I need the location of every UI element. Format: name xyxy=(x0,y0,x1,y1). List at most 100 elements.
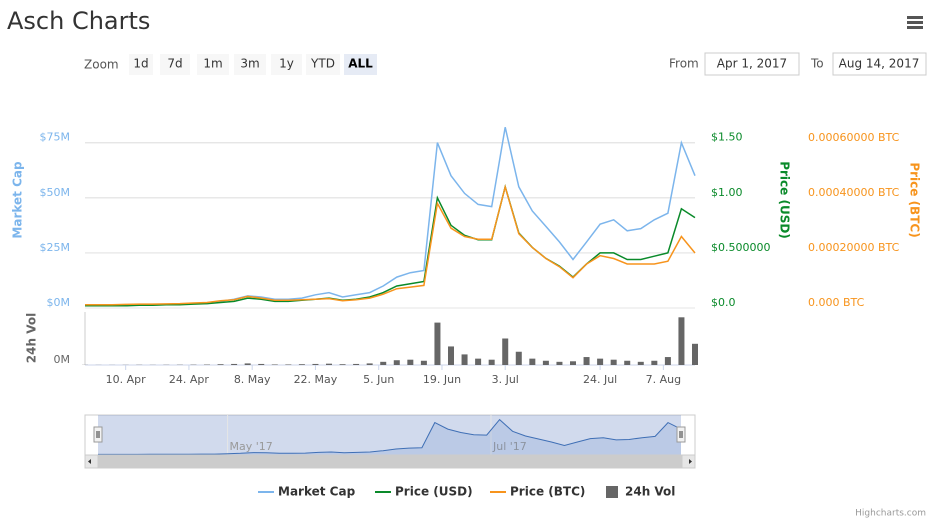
y-tick-label: 0.00040000 BTC xyxy=(808,186,900,199)
scrollbar-button[interactable] xyxy=(84,454,99,469)
volume-bar xyxy=(339,364,346,365)
y-tick-label: $0.500000 xyxy=(711,241,771,254)
range-button[interactable] xyxy=(306,54,340,75)
x-tick-label: 7. Aug xyxy=(646,373,681,386)
credits[interactable]: Highcharts.com xyxy=(855,509,926,519)
x-tick-label: 10. Apr xyxy=(106,373,146,386)
volume-bar xyxy=(353,363,360,365)
navigator-label: Jul '17 xyxy=(492,440,527,453)
navigator-outline xyxy=(84,414,696,456)
to-input[interactable] xyxy=(832,52,927,76)
volume-bar xyxy=(515,351,522,365)
y-tick-label: $1.50 xyxy=(711,131,743,144)
volume-bar xyxy=(244,363,251,365)
from-value: Apr 1, 2017 xyxy=(717,57,787,71)
range-button-label: 1m xyxy=(203,57,222,71)
range-button[interactable] xyxy=(160,54,190,75)
y-tick-label: 0.00060000 BTC xyxy=(808,131,900,144)
x-tick-label: 22. May xyxy=(294,373,338,386)
range-button[interactable] xyxy=(234,54,266,75)
y-tick-label: $25M xyxy=(40,241,71,254)
volume-bar xyxy=(529,358,536,365)
volume-bar xyxy=(380,361,387,365)
volume-bar xyxy=(475,358,482,365)
navigator-handle[interactable] xyxy=(93,426,103,443)
x-tick-label: 19. Jun xyxy=(423,373,461,386)
volume-bar xyxy=(692,343,698,365)
y-tick-label: $1.00 xyxy=(711,186,743,199)
volume-bar xyxy=(448,346,454,365)
from-label: From xyxy=(669,57,699,71)
legend-label[interactable]: Market Cap xyxy=(278,485,356,499)
volume-bar xyxy=(420,360,427,365)
volume-bar xyxy=(542,360,549,365)
volume-bar xyxy=(624,360,631,365)
range-button-label: 1d xyxy=(133,57,148,71)
range-button[interactable] xyxy=(129,54,153,75)
volume-bar xyxy=(678,317,685,365)
y-tick-label: $0.0 xyxy=(711,296,736,309)
x-tick-label: 8. May xyxy=(234,373,271,386)
menu-bar xyxy=(907,21,923,24)
range-button[interactable] xyxy=(344,54,377,75)
x-tick-label: 24. Apr xyxy=(169,373,209,386)
legend-label[interactable]: Price (BTC) xyxy=(510,485,585,499)
volume-bar xyxy=(488,359,495,365)
scrollbar-arrow xyxy=(689,459,692,464)
legend-label[interactable]: 24h Vol xyxy=(625,485,675,499)
volume-bar xyxy=(597,358,604,365)
x-tick-label: 3. Jul xyxy=(492,373,519,386)
volume-bar xyxy=(556,361,563,365)
volume-bar xyxy=(258,363,265,365)
range-button[interactable] xyxy=(271,54,302,75)
volume-bar xyxy=(461,354,468,365)
range-button-label: ALL xyxy=(348,57,373,71)
y-tick-label: 0M xyxy=(54,353,71,366)
volume-bar xyxy=(393,360,400,365)
volume-bar xyxy=(407,359,414,365)
x-tick-label: 24. Jul xyxy=(583,373,617,386)
legend-label[interactable]: Price (USD) xyxy=(395,485,473,499)
to-label: To xyxy=(810,57,824,71)
volume-bar xyxy=(610,359,617,365)
y-tick-label: 0.000 BTC xyxy=(808,296,865,309)
series-line xyxy=(85,184,696,306)
range-button-label: YTD xyxy=(310,57,335,71)
range-button[interactable] xyxy=(197,54,229,75)
volume-bar xyxy=(583,357,590,365)
y-tick-label: $50M xyxy=(40,186,71,199)
y-tick-label: $0M xyxy=(47,296,71,309)
volume-bar xyxy=(217,364,224,365)
volume-bar xyxy=(312,363,319,365)
navigator-handle[interactable] xyxy=(676,426,686,443)
from-input[interactable] xyxy=(704,52,800,76)
legend-symbol[interactable] xyxy=(606,486,618,498)
scrollbar-arrow xyxy=(88,459,91,464)
menu-button[interactable] xyxy=(907,16,923,29)
chart-title: Asch Charts xyxy=(7,7,150,35)
range-button-label: 1y xyxy=(279,57,294,71)
menu-bar xyxy=(907,26,923,29)
to-value: Aug 14, 2017 xyxy=(839,57,920,71)
volume-bar xyxy=(570,361,576,365)
navigator-area xyxy=(98,419,681,455)
volume-bar xyxy=(651,360,658,365)
volume-bar xyxy=(366,363,373,365)
menu-bar xyxy=(907,16,923,19)
y-tick-label: 0.00020000 BTC xyxy=(808,241,900,254)
axis-title: Market Cap xyxy=(11,161,25,239)
scrollbar-thumb[interactable] xyxy=(97,454,683,469)
zoom-label: Zoom xyxy=(84,58,119,72)
volume-bar xyxy=(326,363,332,365)
volume-bar xyxy=(434,322,441,365)
axis-title: 24h Vol xyxy=(25,313,39,363)
volume-bar xyxy=(664,357,671,365)
axis-title: Price (USD) xyxy=(778,161,792,239)
volume-bar xyxy=(271,364,278,365)
volume-bar xyxy=(231,363,238,365)
navigator-selection xyxy=(98,415,681,455)
volume-bar xyxy=(502,338,509,365)
scrollbar-button[interactable] xyxy=(681,454,696,469)
